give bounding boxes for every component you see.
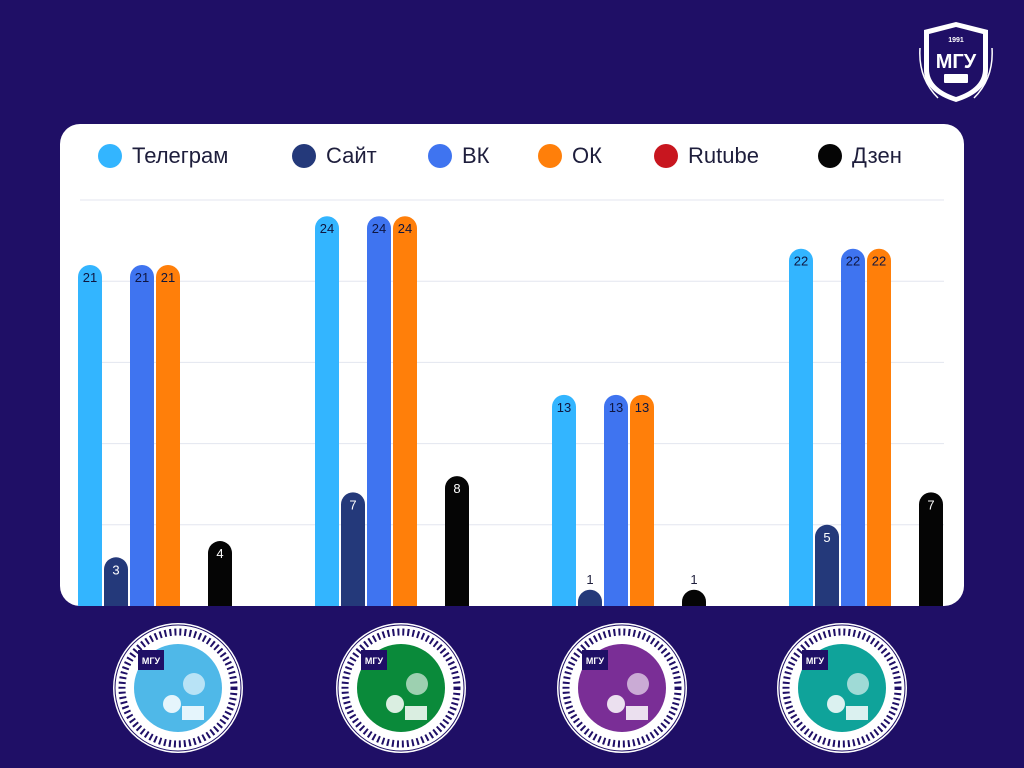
bar [552, 394, 576, 606]
bar-chart: 21 3 21 21 4 24 7 24 24 8 13 1 13 13 1 22 5 22 22 7 [78, 199, 944, 606]
legend-swatch [98, 144, 122, 168]
bar [341, 492, 365, 606]
legend-swatch [538, 144, 562, 168]
logo-year: 1991 [948, 37, 964, 44]
faculty-philology-badge: МГУ [557, 623, 687, 753]
faculty-economics-badge: МГУ [777, 623, 907, 753]
data-label: 7 [927, 497, 934, 512]
data-label: 3 [112, 562, 119, 577]
data-label: 21 [135, 270, 149, 285]
data-label: 24 [372, 221, 386, 236]
logo-text: МГУ [936, 51, 977, 73]
legend-item: Телеграм [98, 142, 228, 170]
legend-item: Rutube [654, 142, 759, 170]
data-label: 4 [216, 546, 223, 561]
svg-text:МГУ: МГУ [365, 656, 384, 666]
bar [393, 216, 417, 606]
bar [445, 476, 469, 606]
chart-legend: Телеграм Сайт ВК ОК Rutube Дзен [60, 124, 964, 188]
university-crest-icon: 1991 МГУ [919, 22, 993, 102]
legend-label: ВК [462, 143, 490, 168]
data-label: 24 [320, 221, 334, 236]
legend-swatch [818, 144, 842, 168]
svg-text:МГУ: МГУ [142, 656, 161, 666]
bar [130, 264, 154, 606]
bar [867, 248, 891, 606]
legend-item: Дзен [818, 142, 902, 170]
bar [104, 557, 128, 606]
bar [682, 589, 706, 606]
legend-item: ОК [538, 142, 602, 170]
faculty-pedagogy-badge: МГУ [336, 623, 466, 753]
data-label: 8 [453, 481, 460, 496]
bar [315, 216, 339, 606]
bar [604, 394, 628, 606]
data-label: 1 [690, 572, 697, 587]
faculty-humanities-badge: МГУ [113, 623, 243, 753]
bar [78, 264, 102, 606]
legend-label: ОК [572, 143, 602, 168]
data-label: 22 [846, 254, 860, 269]
data-label: 13 [635, 400, 649, 415]
bar [841, 248, 865, 606]
data-label: 13 [557, 400, 571, 415]
bar [367, 216, 391, 606]
bar [630, 394, 654, 606]
legend-swatch [654, 144, 678, 168]
data-label: 21 [83, 270, 97, 285]
bar [578, 589, 602, 606]
data-label: 22 [794, 254, 808, 269]
data-label: 22 [872, 254, 886, 269]
bar [789, 248, 813, 606]
svg-text:МГУ: МГУ [586, 656, 605, 666]
data-label: 21 [161, 270, 175, 285]
data-label: 7 [349, 497, 356, 512]
bar [815, 524, 839, 606]
bar [208, 541, 232, 606]
bar [919, 492, 943, 606]
legend-label: Rutube [688, 143, 759, 168]
legend-swatch [292, 144, 316, 168]
legend-label: Дзен [852, 143, 902, 168]
legend-item: ВК [428, 142, 490, 170]
chart-card: Телеграм Сайт ВК ОК Rutube Дзен 21 3 21 21 4 24 7 24… [60, 124, 964, 606]
data-label: 1 [586, 572, 593, 587]
legend-label: Телеграм [132, 143, 229, 168]
legend-item: Сайт [292, 142, 377, 170]
legend-label: Сайт [326, 143, 377, 168]
data-label: 13 [609, 400, 623, 415]
svg-text:МГУ: МГУ [806, 656, 825, 666]
data-label: 24 [398, 221, 412, 236]
data-label: 5 [823, 530, 830, 545]
legend-swatch [428, 144, 452, 168]
bar [156, 264, 180, 606]
